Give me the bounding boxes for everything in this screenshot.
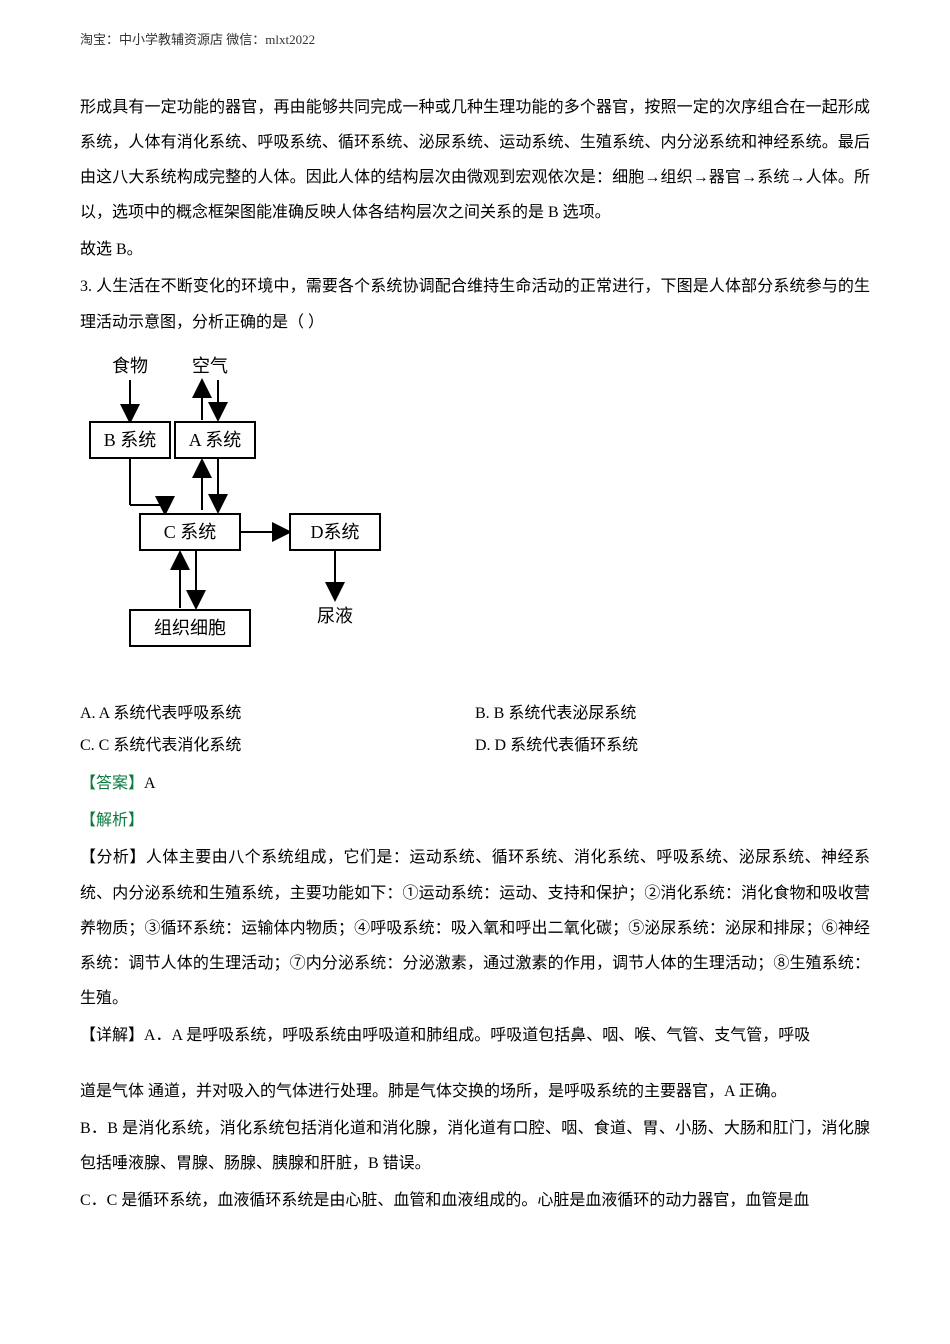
- paragraph-1: 形成具有一定功能的器官，再由能够共同完成一种或几种生理功能的多个器官，按照一定的…: [80, 90, 870, 231]
- options-row: A. A 系统代表呼吸系统 B. B 系统代表泌尿系统 C. C 系统代表消化系…: [80, 698, 870, 762]
- box-c: C 系统: [164, 522, 217, 542]
- label-air: 空气: [192, 356, 228, 376]
- label-food: 食物: [112, 356, 148, 376]
- analysis-p1: 【分析】人体主要由八个系统组成，它们是：运动系统、循环系统、消化系统、呼吸系统、…: [80, 840, 870, 1016]
- page-header: 淘宝：中小学教辅资源店 微信：mlxt2022: [80, 30, 870, 50]
- detail-b: B．B 是消化系统，消化系统包括消化道和消化腺，消化道有口腔、咽、食道、胃、小肠…: [80, 1111, 870, 1181]
- box-a: A 系统: [189, 430, 242, 450]
- systems-diagram: 食物 空气 B 系统 A 系统 C 系统 D系统 尿液 组织细胞: [80, 350, 420, 683]
- option-c: C. C 系统代表消化系统: [80, 730, 475, 762]
- analysis-line: 【解析】: [80, 803, 870, 838]
- detail-c: C．C 是循环系统，血液循环系统是由心脏、血管和血液组成的。心脏是血液循环的动力…: [80, 1183, 870, 1218]
- option-a: A. A 系统代表呼吸系统: [80, 698, 475, 730]
- label-urine: 尿液: [317, 606, 353, 626]
- option-b: B. B 系统代表泌尿系统: [475, 698, 870, 730]
- answer-value: A: [144, 775, 156, 792]
- question-3: 3. 人生活在不断变化的环境中，需要各个系统协调配合维持生命活动的正常进行，下图…: [80, 269, 870, 339]
- detail-a: 【详解】A．A 是呼吸系统，呼吸系统由呼吸道和肺组成。呼吸道包括鼻、咽、喉、气管…: [80, 1018, 870, 1053]
- box-tissue: 组织细胞: [154, 618, 226, 638]
- analysis-label: 【解析】: [80, 812, 144, 829]
- option-d: D. D 系统代表循环系统: [475, 730, 870, 762]
- answer-line: 【答案】A: [80, 766, 870, 801]
- paragraph-2: 故选 B。: [80, 232, 870, 267]
- detail-a2: 道是气体 通道，并对吸入的气体进行处理。肺是气体交换的场所，是呼吸系统的主要器官…: [80, 1074, 870, 1109]
- answer-label: 【答案】: [80, 775, 144, 792]
- box-d: D系统: [311, 522, 360, 542]
- box-b: B 系统: [104, 430, 157, 450]
